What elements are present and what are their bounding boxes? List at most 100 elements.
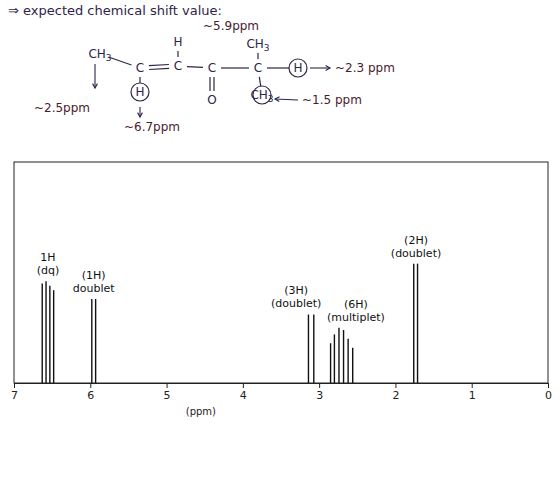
x-tick-mark [395,383,396,388]
peak-label: (6H)(multiplet) [327,298,385,324]
peak-label-line: (6H) [344,298,368,311]
x-tick-label: 2 [392,389,399,402]
x-tick: 3 [316,383,323,402]
arrow-head [326,66,330,71]
x-tick: 5 [164,383,171,402]
structure: CH3CHCHCOCCH3HCH3~5.9ppm~2.3 ppm~1.5 ppm… [34,19,395,134]
peak-label-line: (doublet) [391,247,441,260]
bond [108,57,131,65]
atom-label: CH3 [88,47,111,63]
x-tick-label: 3 [316,389,323,402]
peak-line [338,328,339,383]
peak-label: 1H(dq) [37,251,60,277]
x-axis: 7 6 5 4 3 2 1 0 [11,383,552,402]
peak-label: (2H)(doublet) [391,234,441,260]
peak-label-line: doublet [73,282,115,295]
x-tick-label: 0 [545,389,552,402]
x-tick-mark [472,383,473,388]
peak-label-line: (doublet) [271,297,321,310]
shift-annotation: ~6.7ppm [124,120,180,134]
peak-line [42,284,43,383]
peak-line [313,314,314,383]
atom-label: C [254,61,262,75]
peak-group [331,328,353,383]
shift-annotation: ~1.5 ppm [302,93,362,107]
x-tick-label: 5 [164,389,171,402]
atom-label: CH3 [246,37,269,53]
peak-label-line: 1H [40,251,55,264]
peak-label-line: (1H) [82,269,106,282]
peak-group [92,299,96,383]
peak-group [42,281,53,383]
bond [221,67,249,68]
x-tick: 1 [469,383,476,402]
atom-label: CH3 [250,88,273,104]
peak-label: (3H)(doublet) [271,284,321,310]
plot-frame [14,162,548,383]
x-tick: 2 [392,383,399,402]
arrow [310,67,330,68]
x-tick-mark [548,383,549,388]
x-tick: 6 [87,383,94,402]
peaks [42,264,417,383]
peak-line [347,339,348,383]
atom-label: H [293,61,302,75]
bond [209,77,210,91]
bond [267,67,289,68]
peak-group [308,314,313,383]
arrow-head [93,84,98,88]
atom-label: H [135,85,144,99]
x-tick-mark [14,383,15,388]
peak-line [95,299,96,383]
atom-label: C [208,61,216,75]
x-tick: 0 [545,383,552,402]
peak-label-line: (dq) [37,264,60,277]
peak-label-line: (2H) [404,234,428,247]
bond [149,68,169,69]
bond [259,77,260,86]
title: ⇒ expected chemical shift value: [8,3,222,18]
peak-label-line: (multiplet) [327,311,385,324]
x-tick: 7 [11,383,18,402]
x-tick-mark [243,383,244,388]
atom-label: H [173,35,182,49]
shift-annotation: ~2.5ppm [34,101,90,115]
peak-label: (1H)doublet [73,269,115,295]
atom-label: O [207,93,216,107]
x-tick: 4 [240,383,247,402]
x-tick-label: 7 [11,389,18,402]
x-tick-mark [90,383,91,388]
atom-circle [131,83,149,101]
x-tick-mark [167,383,168,388]
peak-label-line: (3H) [284,284,308,297]
bond [139,77,140,83]
peak-line [308,314,309,383]
x-axis-line [15,383,549,384]
arrow [94,64,95,88]
x-tick-label: 6 [87,389,94,402]
peak-line [330,343,331,383]
atom-circle [289,59,307,77]
bond [257,53,258,59]
peak-line [53,290,54,383]
peak-group [414,264,418,383]
peak-line [334,334,335,383]
peak-line [49,286,50,383]
x-tick-mark [319,383,320,388]
shift-annotation: ~2.3 ppm [335,61,395,75]
shift-annotation: ~5.9ppm [203,19,259,33]
arrow [275,99,298,100]
x-tick-label: 1 [469,389,476,402]
peak-line [45,281,46,383]
bond [213,77,214,91]
peak-line [413,264,414,383]
peak-line [343,330,344,383]
bond [187,66,203,68]
x-axis-title: (ppm) [186,406,216,417]
atom-label: C [174,59,182,73]
x-tick-label: 4 [240,389,247,402]
peak-line [91,299,92,383]
chart: ⇒ expected chemical shift value:CH3CHCHC… [0,0,560,490]
peak-line [417,264,418,383]
arrow-head [138,113,143,117]
